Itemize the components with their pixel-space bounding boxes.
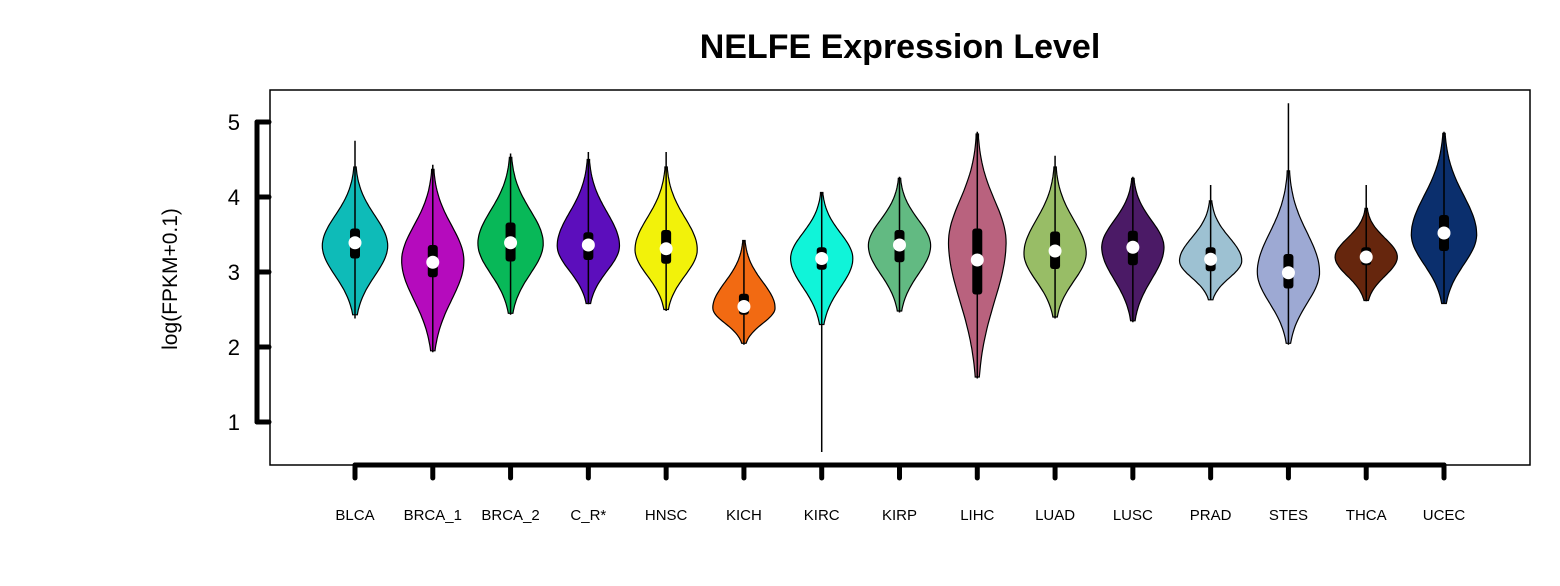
- median-point: [737, 300, 751, 313]
- x-tick-label: PRAD: [1190, 507, 1232, 524]
- x-tick-label: HNSC: [645, 507, 688, 524]
- violins: [321, 103, 1478, 452]
- violin-lusc: [1101, 176, 1165, 323]
- violin-thca: [1334, 185, 1398, 302]
- y-tick-label: 5: [228, 110, 240, 135]
- violin-kirp: [867, 176, 932, 313]
- x-tick-label: LIHC: [960, 507, 994, 524]
- y-axis: 1 2 3 4 5: [228, 110, 272, 435]
- violin-c_r*: [556, 152, 621, 305]
- median-point: [348, 236, 362, 250]
- median-point: [1126, 240, 1140, 254]
- x-tick-label: BLCA: [335, 507, 374, 524]
- x-tick-label: C_R*: [570, 507, 606, 524]
- violin-prad: [1178, 185, 1243, 301]
- x-tick-label: LUSC: [1113, 507, 1153, 524]
- y-tick-label: 2: [228, 335, 240, 360]
- median-point: [815, 252, 829, 265]
- median-point: [1048, 244, 1062, 258]
- violin-blca: [321, 140, 389, 319]
- median-point: [970, 253, 984, 267]
- median-point: [1281, 266, 1295, 280]
- x-axis: BLCA BRCA_1 BRCA_2 C_R* HNSC KICH KIRC KIRP LIHC…: [335, 462, 1466, 524]
- x-tick-label: UCEC: [1423, 507, 1466, 524]
- x-tick-label: BRCA_2: [481, 507, 539, 524]
- median-point: [426, 255, 440, 269]
- x-tick-label: KIRC: [804, 507, 840, 524]
- violin-hnsc: [634, 152, 698, 311]
- y-axis-label: log(FPKM+0.1): [159, 208, 182, 350]
- x-tick-label: BRCA_1: [404, 507, 462, 524]
- violin-luad: [1023, 155, 1087, 319]
- median-point: [1204, 252, 1218, 266]
- chart-title: NELFE Expression Level: [700, 28, 1101, 66]
- violin-brca_1: [401, 164, 465, 353]
- median-point: [893, 238, 906, 252]
- violin-kirc: [789, 191, 854, 452]
- violin-lihc: [947, 131, 1007, 379]
- median-point: [581, 238, 595, 252]
- median-point: [1359, 250, 1373, 264]
- median-point: [1437, 226, 1451, 240]
- x-tick-label: STES: [1269, 507, 1308, 524]
- violin-brca_2: [477, 153, 544, 315]
- y-tick-label: 3: [228, 260, 240, 285]
- y-tick-label: 4: [228, 185, 240, 210]
- violin-ucec: [1410, 131, 1478, 305]
- violin-kich: [712, 239, 776, 345]
- x-tick-label: KICH: [726, 507, 762, 524]
- median-point: [504, 236, 518, 250]
- y-tick-label: 1: [228, 410, 240, 435]
- x-tick-label: THCA: [1346, 507, 1387, 524]
- x-tick-label: KIRP: [882, 507, 917, 524]
- median-point: [659, 242, 673, 256]
- violin-stes: [1256, 103, 1321, 345]
- x-tick-label: LUAD: [1035, 507, 1075, 524]
